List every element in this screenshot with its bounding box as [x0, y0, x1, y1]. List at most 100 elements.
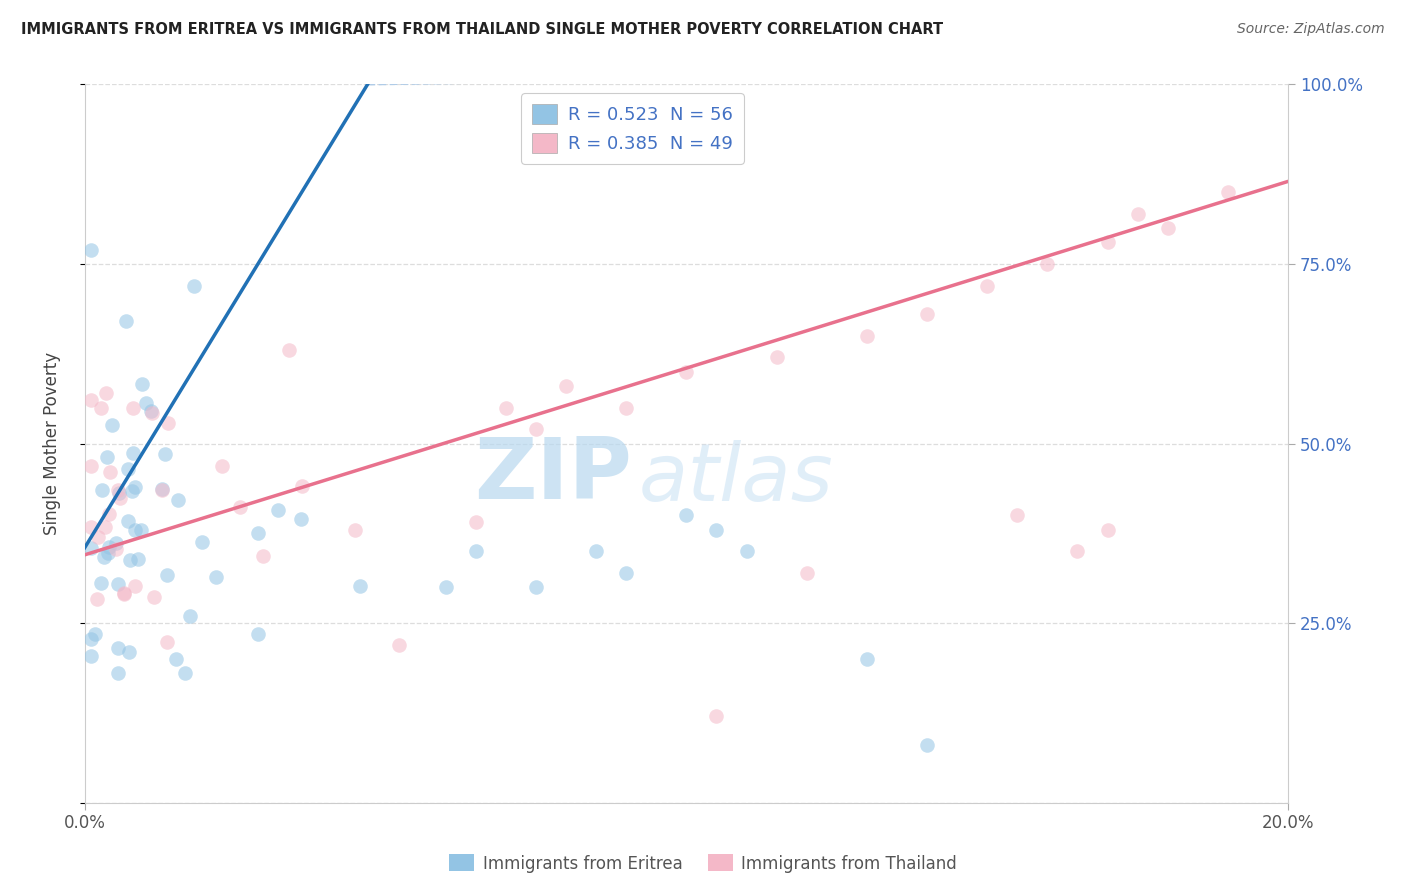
Point: [141, 406, 163, 420]
Point: [93, 520, 115, 534]
Point: [246, 525, 269, 540]
Point: [124, 523, 146, 537]
Point: [80, 243, 103, 257]
Point: [139, 404, 162, 418]
Point: [675, 508, 697, 523]
Point: [153, 447, 176, 461]
Point: [94, 386, 117, 401]
Point: [706, 523, 728, 537]
Point: [105, 535, 128, 549]
Point: [86, 530, 108, 544]
Point: [143, 590, 166, 604]
Point: [117, 514, 139, 528]
Point: [267, 503, 290, 517]
Point: [1066, 544, 1088, 558]
Point: [124, 479, 146, 493]
Point: [524, 422, 547, 436]
Point: [614, 401, 637, 415]
Point: [157, 416, 180, 430]
Point: [1216, 185, 1239, 199]
Point: [434, 580, 457, 594]
Point: [211, 458, 233, 473]
Point: [856, 652, 879, 666]
Point: [129, 523, 152, 537]
Point: [97, 546, 120, 560]
Point: [495, 401, 517, 415]
Point: [252, 549, 274, 563]
Point: [291, 479, 314, 493]
Point: [124, 579, 146, 593]
Point: [108, 486, 131, 500]
Point: [135, 396, 157, 410]
Y-axis label: Single Mother Poverty: Single Mother Poverty: [44, 352, 60, 535]
Point: [675, 365, 697, 379]
Point: [344, 523, 367, 537]
Point: [101, 417, 124, 432]
Point: [278, 343, 301, 358]
Point: [112, 587, 135, 601]
Point: [104, 542, 127, 557]
Point: [80, 648, 103, 663]
Point: [155, 635, 177, 649]
Point: [915, 738, 938, 752]
Point: [166, 493, 188, 508]
Point: [90, 401, 112, 415]
Point: [290, 511, 312, 525]
Point: [915, 307, 938, 321]
Point: [121, 484, 143, 499]
Point: [112, 586, 135, 600]
Point: [107, 666, 129, 681]
Point: [179, 609, 201, 624]
Point: [228, 500, 250, 514]
Text: ZIP: ZIP: [474, 434, 633, 517]
Point: [108, 491, 131, 506]
Point: [122, 401, 145, 415]
Point: [93, 550, 115, 565]
Legend: Immigrants from Eritrea, Immigrants from Thailand: Immigrants from Eritrea, Immigrants from…: [443, 847, 963, 880]
Point: [86, 592, 108, 607]
Point: [1097, 235, 1119, 250]
Point: [98, 465, 121, 479]
Text: atlas: atlas: [638, 441, 832, 518]
Text: Source: ZipAtlas.com: Source: ZipAtlas.com: [1237, 22, 1385, 37]
Point: [122, 445, 145, 459]
Point: [98, 540, 121, 554]
Point: [524, 580, 547, 594]
Point: [118, 645, 141, 659]
Point: [1126, 207, 1149, 221]
Point: [174, 666, 197, 681]
Point: [555, 379, 578, 393]
Point: [80, 393, 103, 408]
Point: [464, 515, 486, 529]
Point: [166, 652, 188, 666]
Point: [156, 567, 179, 582]
Point: [80, 541, 103, 556]
Point: [80, 459, 103, 474]
Point: [349, 579, 371, 593]
Point: [80, 632, 103, 647]
Point: [247, 627, 270, 641]
Point: [80, 519, 103, 533]
Point: [205, 570, 228, 584]
Point: [97, 508, 120, 522]
Point: [120, 552, 142, 566]
Point: [191, 535, 214, 549]
Point: [131, 376, 153, 391]
Point: [765, 351, 787, 365]
Point: [150, 482, 173, 496]
Point: [107, 576, 129, 591]
Point: [856, 328, 879, 343]
Point: [796, 566, 818, 580]
Point: [1036, 257, 1059, 271]
Point: [976, 278, 998, 293]
Point: [107, 641, 129, 656]
Point: [127, 551, 149, 566]
Point: [107, 483, 129, 497]
Legend: R = 0.523  N = 56, R = 0.385  N = 49: R = 0.523 N = 56, R = 0.385 N = 49: [522, 94, 744, 164]
Point: [115, 314, 138, 328]
Point: [90, 576, 112, 591]
Point: [183, 278, 205, 293]
Point: [706, 709, 728, 723]
Point: [388, 638, 411, 652]
Point: [84, 627, 107, 641]
